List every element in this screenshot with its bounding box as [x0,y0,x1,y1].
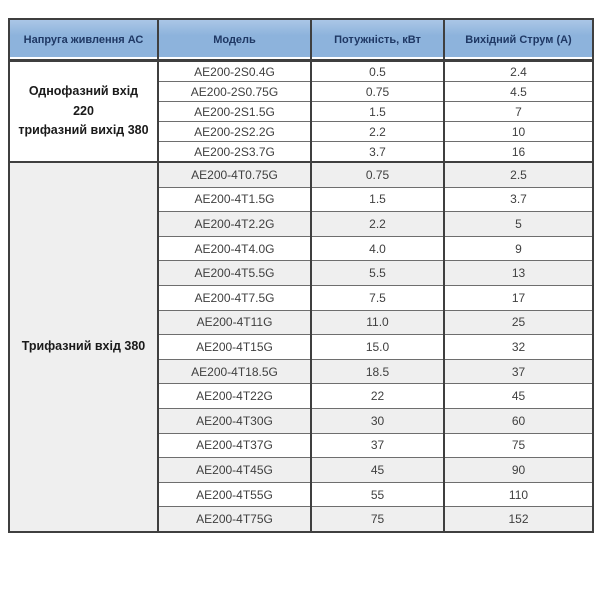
current-cell: 32 [443,334,593,360]
power-cell: 0.5 [310,59,444,82]
model-cell: AE200-4T45G [157,457,311,483]
table-body: Однофазний вхід 220 трифазний вихід 380 AE… [8,59,593,532]
table-row: Трифазний вхід 380 AE200-4T0.75G 0.75 2.5 [8,160,593,532]
model-cell: AE200-4T22G [157,383,311,409]
table-row: AE200-4T5.5G 5.5 13 [9,260,593,286]
current-cell: 4.5 [443,81,593,102]
group-label: Трифазний вхід 380 [8,161,158,532]
power-cell: 30 [310,407,444,434]
power-cell: 55 [310,481,444,507]
model-cell: AE200-4T55G [157,481,311,507]
power-cell: 7.5 [310,284,444,311]
group-label-line: Однофазний вхід 220 [28,84,139,118]
model-cell: AE200-2S2.2G [157,121,311,142]
power-cell: 5.5 [310,260,444,286]
current-cell: 2.5 [443,160,593,188]
table-row: AE200-4T4.0G 4.0 9 [9,235,593,261]
header-power: Потужність, кВт [310,19,444,62]
current-cell: 7 [443,101,593,122]
table-row: AE200-2S0.75G 0.75 4.5 [9,81,593,102]
power-cell: 2.2 [310,121,444,142]
table-row: AE200-4T55G 55 110 [9,481,593,507]
model-cell: AE200-4T30G [157,407,311,434]
table-row: AE200-4T75G 75 152 [9,506,593,532]
power-cell: 3.7 [310,141,444,162]
current-cell: 10 [443,121,593,142]
model-cell: AE200-4T18.5G [157,358,311,384]
current-cell: 110 [443,481,593,507]
group-label-line: трифазний вихід 380 [18,123,149,138]
power-cell: 4.0 [310,235,444,261]
power-cell: 11.0 [310,309,444,335]
table-row: AE200-4T37G 37 75 [9,432,593,458]
header-model: Модель [157,19,311,62]
current-cell: 3.7 [443,186,593,212]
model-cell: AE200-4T37G [157,432,311,458]
table-row: AE200-4T15G 15.0 32 [9,334,593,360]
current-cell: 90 [443,457,593,483]
table-row: AE200-2S1.5G 1.5 7 [9,101,593,122]
group-label: Однофазний вхід 220 трифазний вихід 380 [8,59,158,162]
header-row: Напруга живлення АС Модель Потужність, к… [8,19,593,62]
power-cell: 1.5 [310,186,444,212]
current-cell: 152 [443,506,593,532]
table-row: AE200-4T45G 45 90 [9,457,593,483]
spec-table: Напруга живлення АС Модель Потужність, к… [8,18,594,533]
table-row: AE200-4T7.5G 7.5 17 [9,284,593,311]
table-row: AE200-2S2.2G 2.2 10 [9,121,593,142]
current-cell: 60 [443,407,593,434]
power-cell: 22 [310,383,444,409]
current-cell: 5 [443,211,593,237]
model-cell: AE200-4T4.0G [157,235,311,261]
table-row: Однофазний вхід 220 трифазний вихід 380 AE… [8,59,593,162]
group-label-line: Трифазний вхід 380 [21,339,146,354]
model-cell: AE200-2S0.75G [157,81,311,102]
table-row: AE200-4T2.2G 2.2 5 [9,211,593,237]
model-cell: AE200-4T0.75G [157,160,311,188]
table-row: AE200-4T22G 22 45 [9,383,593,409]
current-cell: 45 [443,383,593,409]
model-cell: AE200-2S0.4G [157,59,311,82]
power-cell: 37 [310,432,444,458]
power-cell: 45 [310,457,444,483]
model-cell: AE200-2S1.5G [157,101,311,122]
model-cell: AE200-2S3.7G [157,141,311,162]
model-cell: AE200-4T15G [157,334,311,360]
table-row: AE200-4T30G 30 60 [9,407,593,434]
current-cell: 13 [443,260,593,286]
power-cell: 75 [310,506,444,532]
table-row: AE200-2S3.7G 3.7 16 [9,141,593,162]
current-cell: 9 [443,235,593,261]
current-cell: 75 [443,432,593,458]
power-cell: 18.5 [310,358,444,384]
power-cell: 15.0 [310,334,444,360]
model-cell: AE200-4T1.5G [157,186,311,212]
current-cell: 25 [443,309,593,335]
table-row: AE200-4T1.5G 1.5 3.7 [9,186,593,212]
power-cell: 1.5 [310,101,444,122]
table-row: AE200-4T11G 11.0 25 [9,309,593,335]
model-cell: AE200-4T5.5G [157,260,311,286]
current-cell: 37 [443,358,593,384]
power-cell: 2.2 [310,211,444,237]
power-cell: 0.75 [310,81,444,102]
header-output-current: Вихідний Струм (А) [443,19,593,62]
current-cell: 2.4 [443,59,593,82]
table-row: AE200-4T18.5G 18.5 37 [9,358,593,384]
model-cell: AE200-4T11G [157,309,311,335]
model-cell: AE200-4T7.5G [157,284,311,311]
current-cell: 16 [443,141,593,162]
header-supply-voltage: Напруга живлення АС [8,19,158,62]
current-cell: 17 [443,284,593,311]
power-cell: 0.75 [310,160,444,188]
model-cell: AE200-4T75G [157,506,311,532]
model-cell: AE200-4T2.2G [157,211,311,237]
